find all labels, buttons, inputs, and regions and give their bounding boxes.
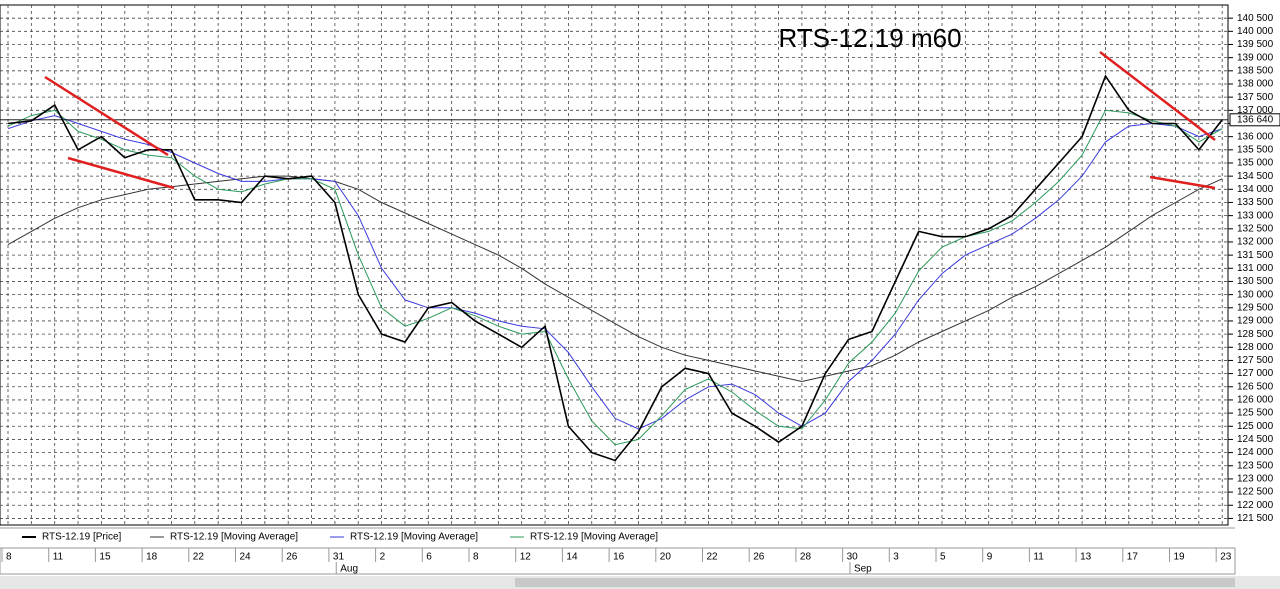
y-tick-label: 125 500 <box>1237 408 1274 419</box>
x-tick-label: 26 <box>286 552 298 563</box>
y-tick-label: 138 500 <box>1237 65 1274 76</box>
x-tick-label: 3 <box>893 552 899 563</box>
y-tick-label: 128 000 <box>1237 342 1274 353</box>
trend-line <box>44 75 169 157</box>
y-tick-label: 128 500 <box>1237 329 1274 340</box>
x-tick-label: 8 <box>473 552 479 563</box>
y-tick-label: 126 500 <box>1237 381 1274 392</box>
y-tick-label: 133 500 <box>1237 197 1274 208</box>
y-tick-label: 130 500 <box>1237 276 1274 287</box>
y-tick-label: 124 500 <box>1237 434 1274 445</box>
x-tick-label: 12 <box>520 552 532 563</box>
month-label: Sep <box>854 564 872 575</box>
y-tick-label: 131 500 <box>1237 250 1274 261</box>
x-tick-label: 2 <box>380 552 386 563</box>
plot-frame <box>0 4 1229 526</box>
y-tick-label: 140 000 <box>1237 26 1274 37</box>
legend-label: RTS-12.19 [Moving Average] <box>530 532 658 543</box>
x-tick-label: 17 <box>1127 552 1139 563</box>
legend: RTS-12.19 [Price] RTS-12.19 [Moving Avera… <box>22 532 658 543</box>
x-tick-label: 28 <box>800 552 812 563</box>
x-tick-label: 15 <box>99 552 111 563</box>
x-tick-label: 8 <box>6 552 12 563</box>
x-tick-label: 26 <box>753 552 765 563</box>
x-axis-frame <box>0 547 1236 575</box>
x-tick-label: 11 <box>53 552 64 563</box>
y-tick-label: 136 000 <box>1237 131 1274 142</box>
moving-average-line <box>7 175 1223 383</box>
x-tick-label: 9 <box>987 552 993 563</box>
y-tick-label: 139 500 <box>1237 39 1274 50</box>
moving-average-line <box>7 109 1223 446</box>
y-tick-label: 122 000 <box>1237 500 1274 511</box>
y-tick-label: 130 000 <box>1237 289 1274 300</box>
x-tick-label: 22 <box>707 552 719 563</box>
y-tick-label: 134 500 <box>1237 171 1274 182</box>
trend-line <box>1149 175 1216 190</box>
y-tick-label: 133 000 <box>1237 210 1274 221</box>
x-tick-label: 22 <box>193 552 205 563</box>
y-tick-label: 123 500 <box>1237 460 1274 471</box>
x-tick-label: 16 <box>613 552 625 563</box>
y-tick-label: 131 000 <box>1237 263 1274 274</box>
trend-line <box>67 156 175 190</box>
y-tick-label: 135 000 <box>1237 158 1274 169</box>
y-tick-label: 122 500 <box>1237 487 1274 498</box>
y-tick-label: 134 000 <box>1237 184 1274 195</box>
legend-label: RTS-12.19 [Moving Average] <box>350 532 478 543</box>
x-tick-label: 6 <box>426 552 432 563</box>
x-tick-label: 24 <box>240 552 252 563</box>
x-tick-label: 30 <box>847 552 859 563</box>
y-tick-label: 129 000 <box>1237 316 1274 327</box>
last-price-label: 136 640 <box>1237 114 1274 125</box>
y-tick-label: 126 000 <box>1237 395 1274 406</box>
last-price-box <box>1229 113 1280 127</box>
y-tick-label: 123 000 <box>1237 474 1274 485</box>
y-tick-label: 132 500 <box>1237 223 1274 234</box>
x-tick-label: 11 <box>1033 552 1044 563</box>
y-tick-label: 129 500 <box>1237 302 1274 313</box>
y-tick-label: 125 000 <box>1237 421 1274 432</box>
x-tick-label: 23 <box>1220 552 1232 563</box>
marks: 136 640 <box>0 74 1280 462</box>
y-tick-label: 137 000 <box>1237 105 1274 116</box>
y-tick-label: 138 000 <box>1237 79 1274 90</box>
grid: 121 500 122 000 122 500 123 000 123 500 124 0… <box>0 5 1274 525</box>
x-tick-label: 13 <box>1080 552 1092 563</box>
x-tick-label: 31 <box>333 552 345 563</box>
x-tick-label: 18 <box>146 552 158 563</box>
y-tick-label: 137 500 <box>1237 92 1274 103</box>
moving-average-line <box>7 115 1223 430</box>
y-tick-label: 132 000 <box>1237 237 1274 248</box>
chart-title: RTS-12.19 m60 <box>778 23 961 53</box>
trend-line <box>1099 51 1216 141</box>
x-tick-label: 5 <box>940 552 946 563</box>
month-label: Aug <box>340 564 358 575</box>
x-tick-label: 19 <box>1174 552 1186 563</box>
legend-label: RTS-12.19 [Price] <box>42 532 122 543</box>
y-tick-label: 127 000 <box>1237 368 1274 379</box>
y-tick-label: 135 500 <box>1237 144 1274 155</box>
trend-lines <box>44 51 1216 190</box>
y-tick-label: 124 000 <box>1237 447 1274 458</box>
y-tick-label: 139 000 <box>1237 52 1274 63</box>
y-tick-label: 121 500 <box>1237 513 1274 524</box>
y-tick-label: 127 500 <box>1237 355 1274 366</box>
price-line <box>7 74 1223 462</box>
legend-label: RTS-12.19 [Moving Average] <box>170 532 298 543</box>
y-tick-label: 140 500 <box>1237 13 1274 24</box>
x-tick-label: 20 <box>660 552 672 563</box>
x-tick-label: 14 <box>566 552 578 563</box>
scrollbar-thumb[interactable] <box>515 578 1235 587</box>
